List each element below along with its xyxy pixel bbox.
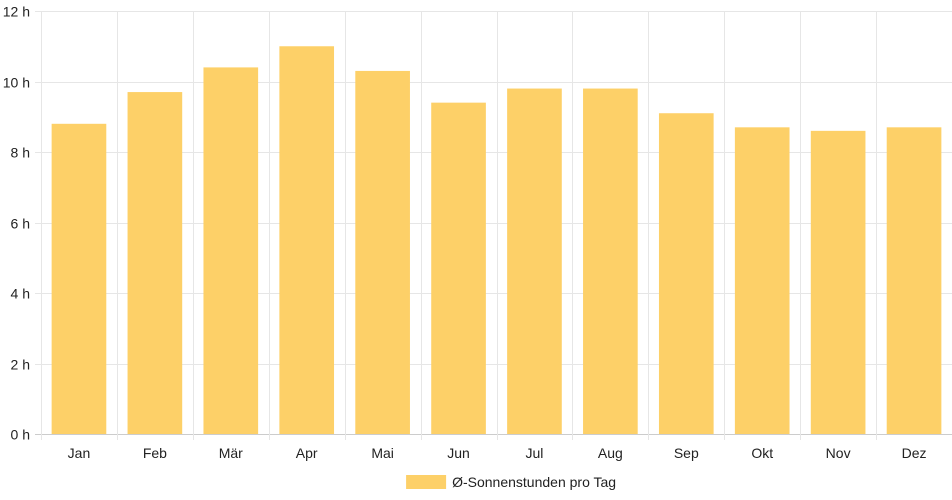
bar-aug[interactable]: [583, 88, 638, 435]
x-tick-label: Jul: [526, 445, 544, 461]
legend-label: Ø-Sonnenstunden pro Tag: [452, 474, 616, 490]
bar-mai[interactable]: [355, 70, 410, 435]
bars: [51, 46, 942, 435]
y-tick-label: 10 h: [3, 75, 30, 91]
legend-swatch: [406, 475, 447, 489]
x-tick-label: Feb: [143, 445, 167, 461]
x-tick-label: Apr: [296, 445, 318, 461]
y-tick-label: 6 h: [11, 216, 30, 232]
axes: 0 h 2 h 4 h 6 h 8 h 10 h 12 h Jan Feb Mär Apr Mai Ju…: [3, 4, 927, 462]
x-tick-label: Jun: [447, 445, 470, 461]
x-tick-label: Nov: [826, 445, 851, 461]
bar-jul[interactable]: [507, 88, 562, 435]
x-tick-label: Dez: [902, 445, 927, 461]
bar-okt[interactable]: [734, 127, 790, 434]
legend[interactable]: Ø-Sonnenstunden pro Tag: [406, 474, 616, 490]
y-tick-label: 8 h: [11, 145, 30, 161]
x-tick-label: Jan: [68, 445, 91, 461]
x-tick-label: Mär: [219, 445, 243, 461]
bar-apr[interactable]: [279, 46, 335, 434]
y-tick-label: 4 h: [11, 286, 30, 302]
bar-mär[interactable]: [203, 67, 259, 435]
bar-nov[interactable]: [810, 130, 866, 434]
x-tick-label: Mai: [371, 445, 394, 461]
y-tick-label: 2 h: [11, 357, 30, 373]
x-tick-label: Okt: [751, 445, 773, 461]
x-tick-label: Aug: [598, 445, 623, 461]
bar-feb[interactable]: [127, 92, 183, 434]
grid: [35, 11, 952, 440]
y-tick-label: 12 h: [3, 4, 30, 20]
x-tick-label: Sep: [674, 445, 699, 461]
bar-jan[interactable]: [51, 123, 107, 435]
y-tick-label: 0 h: [11, 427, 30, 443]
bar-sep[interactable]: [658, 113, 714, 434]
bar-dez[interactable]: [886, 127, 942, 434]
bar-jun[interactable]: [431, 102, 486, 435]
